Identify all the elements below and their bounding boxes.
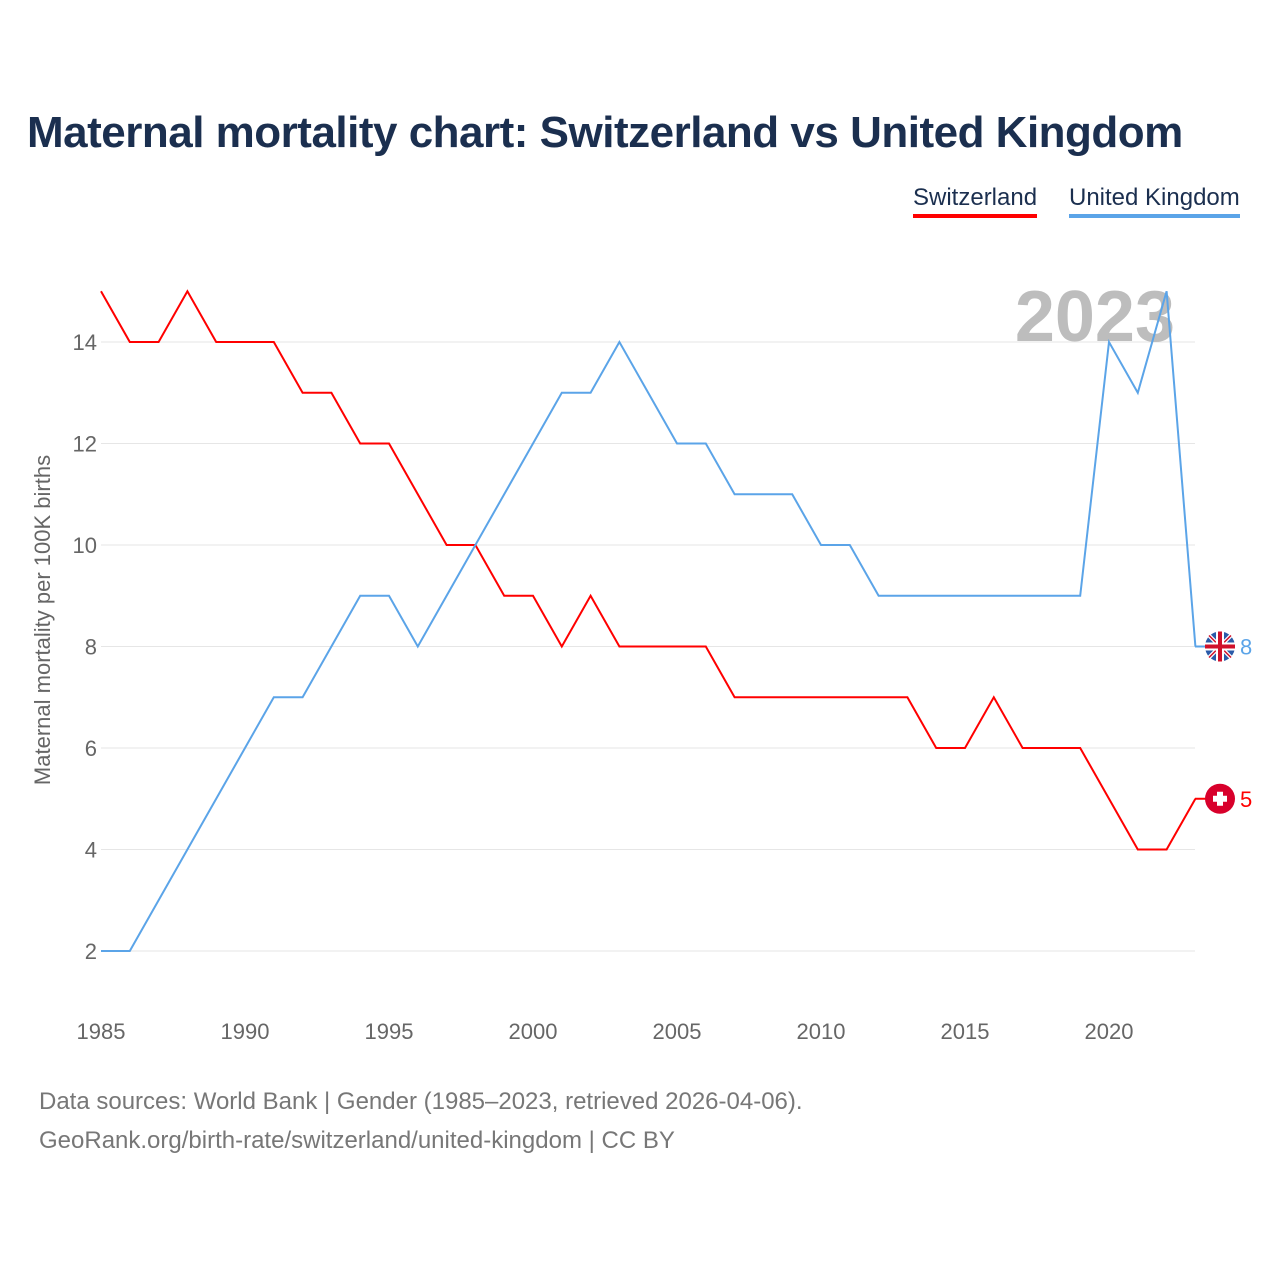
x-tick-label: 1985 <box>77 1019 126 1044</box>
x-tick-label: 2020 <box>1085 1019 1134 1044</box>
x-tick-label: 1995 <box>365 1019 414 1044</box>
y-tick-label: 10 <box>73 533 97 558</box>
x-tick-label: 2015 <box>941 1019 990 1044</box>
chart-title: Maternal mortality chart: Switzerland vs… <box>27 108 1183 157</box>
legend-united-kingdom[interactable]: United Kingdom <box>1069 184 1240 218</box>
y-tick-label: 6 <box>85 736 97 761</box>
y-tick-label: 4 <box>85 838 97 863</box>
y-tick-label: 2 <box>85 939 97 964</box>
flag-cross <box>1218 631 1222 662</box>
footer-link[interactable]: GeoRank.org/birth-rate/switzerland/unite… <box>39 1127 675 1154</box>
series-line-switzerland <box>100 289 1197 851</box>
flag-cross <box>1217 791 1223 806</box>
end-value-label: 5 <box>1240 787 1252 812</box>
legend-switzerland[interactable]: Switzerland <box>913 184 1038 218</box>
x-tick-label: 2010 <box>797 1019 846 1044</box>
x-tick-label: 1990 <box>221 1019 270 1044</box>
y-tick-label: 12 <box>73 432 97 457</box>
x-tick-label: 2005 <box>653 1019 702 1044</box>
series-line-united-kingdom <box>101 290 1197 952</box>
y-tick-label: 8 <box>85 635 97 660</box>
x-tick-label: 2000 <box>509 1019 558 1044</box>
footer-sources: Data sources: World Bank | Gender (1985–… <box>39 1088 803 1115</box>
end-value-label: 8 <box>1240 635 1252 660</box>
y-axis-label: Maternal mortality per 100K births <box>30 455 55 785</box>
year-label: 2023 <box>1015 277 1175 357</box>
y-tick-label: 14 <box>73 330 97 355</box>
